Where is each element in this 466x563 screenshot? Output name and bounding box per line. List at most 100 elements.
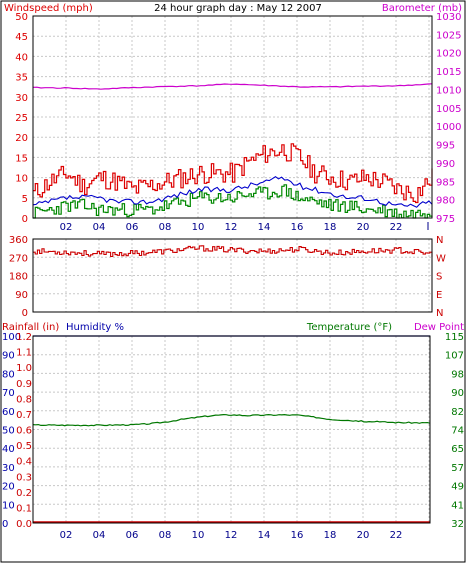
windspeed-tick-label: 50 (15, 12, 28, 23)
direction-tick-label: 90 (15, 290, 28, 301)
temperature-tick-label: 107 (445, 351, 464, 362)
wind-x-tick-label: 04 (93, 222, 106, 233)
text-layer: 24 hour graph day : May 12 2007 Windspee… (2, 3, 464, 541)
humidity-tick-label: 0 (2, 519, 8, 530)
humidity-tick-label: 40 (2, 444, 15, 455)
rainfall-tick-label: 0.8 (16, 394, 32, 405)
wind-x-tick-label: 22 (390, 222, 403, 233)
windspeed-tick-label: 20 (15, 133, 28, 144)
windspeed-tick-label: 10 (15, 174, 28, 185)
barometer-tick-label: 980 (436, 196, 455, 207)
rainfall-tick-label: 0.7 (16, 410, 32, 421)
temperature-tick-label: 115 (445, 332, 464, 343)
direction-tick-label: 270 (9, 253, 28, 264)
barometer-axis-label: Barometer (mb) (382, 3, 462, 14)
wind-x-tick-label: 20 (357, 222, 370, 233)
rainfall-axis-label: Rainfall (in) (2, 322, 59, 333)
rainfall-tick-label: 0.4 (16, 457, 32, 468)
windspeed-tick-label: 35 (15, 73, 28, 84)
temperature-tick-label: 32 (451, 519, 464, 530)
windspeed-tick-label: 0 (22, 214, 28, 225)
climate-x-tick-label: 20 (357, 530, 370, 541)
climate-x-tick-label: 02 (60, 530, 73, 541)
wind-x-tick-label: 18 (324, 222, 337, 233)
temperature-series-line (32, 413, 431, 427)
direction-series-line (33, 245, 433, 258)
humidity-axis-label: Humidity % (66, 322, 124, 333)
windspeed-series-line (33, 143, 433, 204)
windspeed-tick-label: 25 (15, 113, 28, 124)
temperature-tick-label: 98 (451, 369, 464, 380)
climate-x-tick-label: 08 (159, 530, 172, 541)
rainfall-tick-label: 0.2 (16, 488, 32, 499)
chart-title: 24 hour graph day : May 12 2007 (154, 3, 322, 14)
compass-tick-label: W (436, 253, 446, 264)
humidity-tick-label: 50 (2, 426, 15, 437)
windspeed-tick-label: 45 (15, 32, 28, 43)
rainfall-tick-label: 0.9 (16, 379, 32, 390)
wind-x-tick-label: 10 (192, 222, 205, 233)
windspeed-tick-label: 5 (22, 194, 28, 205)
barometer-tick-label: 1030 (436, 12, 461, 23)
rainfall-tick-label: 0.1 (16, 503, 32, 514)
climate-x-tick-label: 14 (258, 530, 271, 541)
wind-x-tick-label: 14 (258, 222, 271, 233)
humidity-tick-label: 100 (2, 332, 21, 343)
windspeed-tick-label: 30 (15, 93, 28, 104)
climate-x-tick-label: 10 (192, 530, 205, 541)
rainfall-tick-label: 0.5 (16, 441, 32, 452)
temperature-tick-label: 90 (451, 388, 464, 399)
barometer-tick-label: 1000 (436, 122, 461, 133)
compass-tick-label: N (436, 235, 443, 246)
barometer-tick-label: 995 (436, 141, 455, 152)
barometer-tick-label: 1020 (436, 49, 461, 60)
wind-x-tick-label: 06 (126, 222, 139, 233)
humidity-tick-label: 90 (2, 351, 15, 362)
humidity-tick-label: 30 (2, 463, 15, 474)
dewpoint-axis-label: Dew Point (414, 322, 464, 333)
temperature-tick-label: 65 (451, 444, 464, 455)
humidity-tick-label: 10 (2, 500, 15, 511)
temperature-tick-label: 57 (451, 463, 464, 474)
barometer-tick-label: 1010 (436, 85, 461, 96)
compass-tick-label: N (436, 308, 443, 319)
direction-tick-label: 360 (9, 235, 28, 246)
climate-x-tick-label: 18 (324, 530, 337, 541)
humidity-tick-label: 20 (2, 482, 15, 493)
rainfall-tick-label: 0.0 (16, 519, 32, 530)
compass-tick-label: S (436, 272, 442, 283)
rainfall-tick-label: 1.1 (16, 348, 32, 359)
avg-wind-series-line (33, 184, 433, 219)
wind-plot-frame (32, 15, 433, 219)
temperature-tick-label: 82 (451, 407, 464, 418)
rainfall-tick-label: 0.3 (16, 472, 32, 483)
windspeed-tick-label: 40 (15, 52, 28, 63)
barometer-tick-label: 1005 (436, 104, 461, 115)
wind-x-tick-label: 02 (60, 222, 73, 233)
direction-tick-label: 0 (22, 308, 28, 319)
climate-plot-frame (32, 335, 431, 524)
rainfall-tick-label: 1.0 (16, 363, 32, 374)
compass-tick-label: E (436, 290, 442, 301)
barometer-tick-label: 1015 (436, 67, 461, 78)
climate-x-tick-label: 04 (93, 530, 106, 541)
barometer-tick-label: 1025 (436, 30, 461, 41)
rainfall-tick-label: 1.2 (16, 332, 32, 343)
temperature-tick-label: 49 (451, 482, 464, 493)
climate-x-tick-label: 16 (291, 530, 304, 541)
temperature-tick-label: 41 (451, 500, 464, 511)
wind-x-tick-label: 16 (291, 222, 304, 233)
climate-x-tick-label: 22 (390, 530, 403, 541)
gust-series-line (32, 176, 433, 208)
wind-x-tick-label: 08 (159, 222, 172, 233)
temperature-axis-label: Temperature (°F) (306, 322, 392, 333)
humidity-tick-label: 70 (2, 388, 15, 399)
humidity-tick-label: 80 (2, 369, 15, 380)
climate-x-tick-label: 12 (225, 530, 238, 541)
direction-tick-label: 180 (9, 272, 28, 283)
direction-plot-frame (32, 238, 433, 313)
humidity-tick-label: 60 (2, 407, 15, 418)
